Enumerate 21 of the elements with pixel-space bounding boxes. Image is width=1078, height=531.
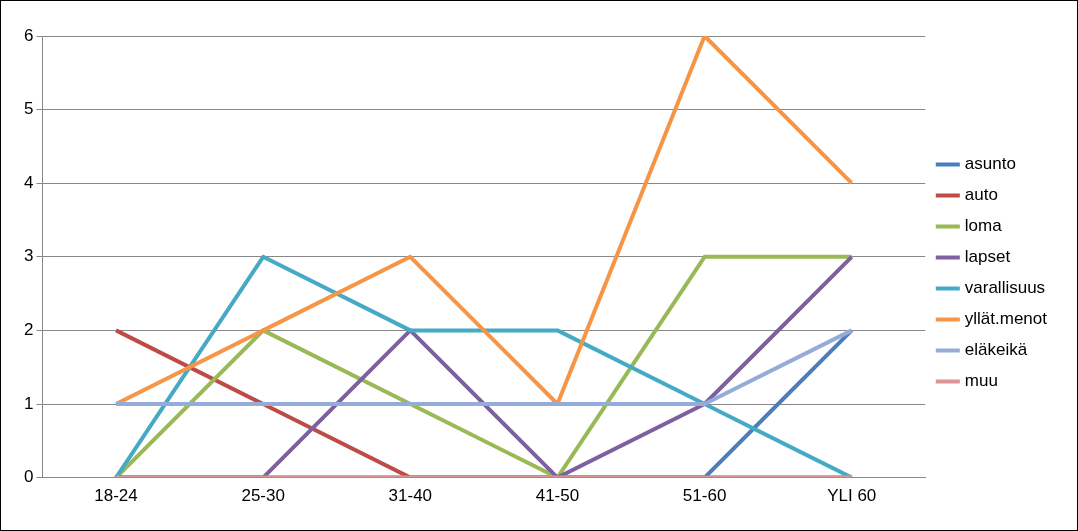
legend-label: lapset [964,247,1011,267]
legend-label: loma [964,216,1003,236]
x-tick-label: 51-60 [682,486,727,506]
x-tick-label: 25-30 [241,486,285,506]
legend-label: muu [964,371,998,391]
legend-label: varallisuus [964,278,1046,298]
legend-label: eläkeikä [964,340,1028,360]
y-tick-label: 5 [23,99,34,119]
x-tick-label: YLI 60 [827,486,877,506]
x-tick-label: 31-40 [388,486,433,506]
legend-label: yllät.menot [964,309,1048,329]
legend-label: auto [964,185,998,205]
y-tick-label: 1 [23,393,34,413]
y-tick-label: 3 [23,246,34,266]
y-tick-label: 0 [23,467,34,487]
y-tick-label: 6 [23,25,34,45]
x-tick-label: 18-24 [94,486,138,506]
x-tick-label: 41-50 [535,486,580,506]
legend-label: asunto [964,154,1016,174]
y-tick-label: 4 [23,172,34,192]
y-tick-label: 2 [23,320,34,340]
